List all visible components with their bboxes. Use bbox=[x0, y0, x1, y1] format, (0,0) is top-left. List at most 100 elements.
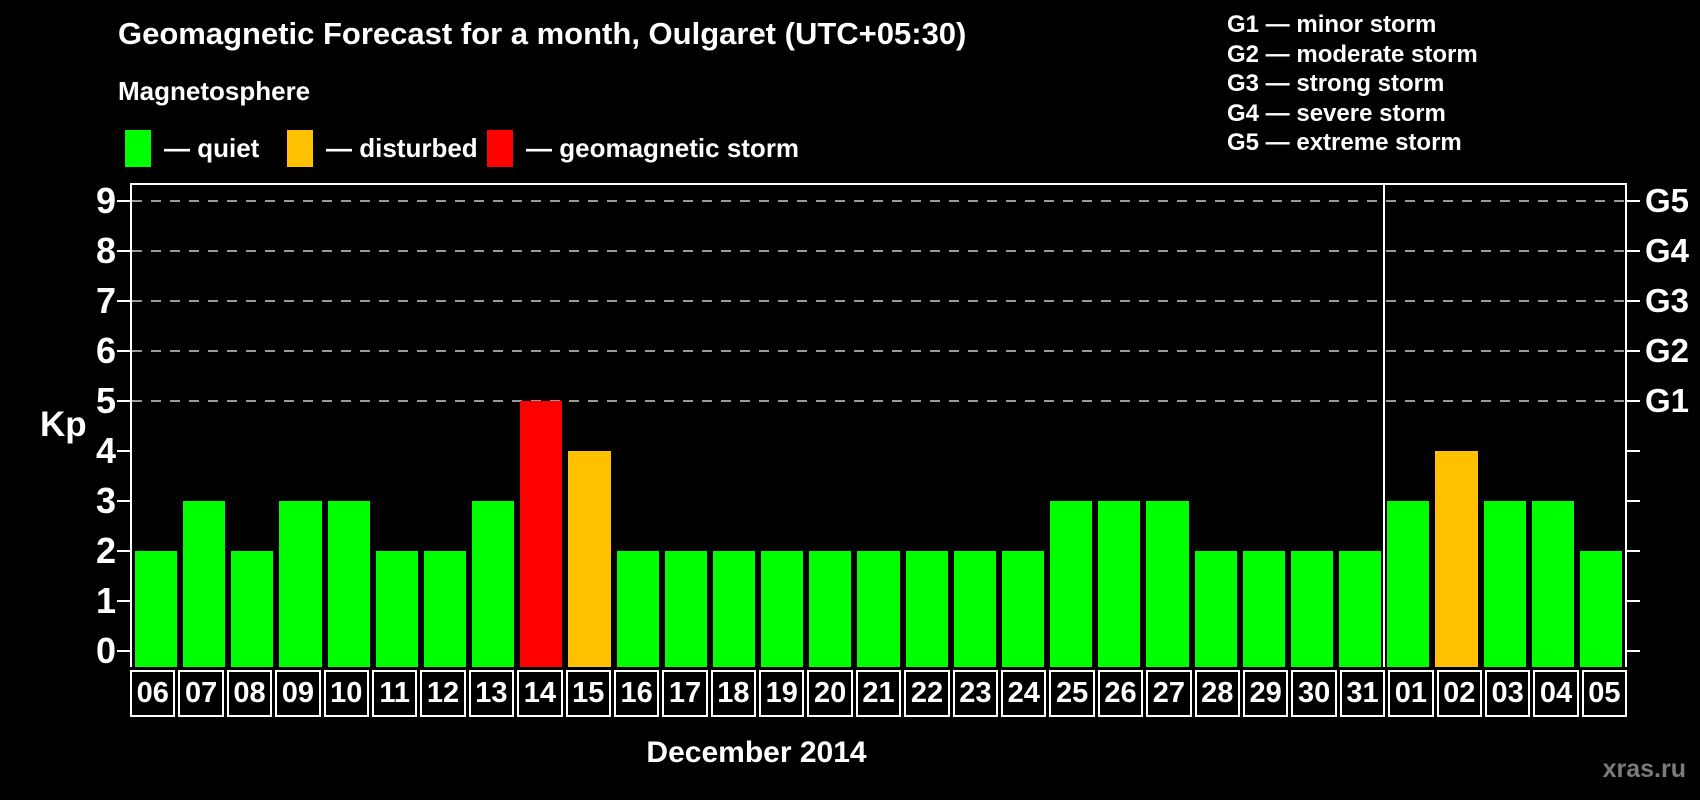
bar-day-29 bbox=[1242, 551, 1285, 667]
date-cell-23: 23 bbox=[952, 670, 999, 717]
x-axis-title: December 2014 bbox=[646, 736, 867, 769]
date-cell-15: 15 bbox=[565, 670, 611, 717]
date-cell-05: 05 bbox=[1581, 670, 1628, 717]
month-separator-line bbox=[1383, 185, 1386, 667]
date-cell-07: 07 bbox=[178, 670, 224, 717]
g-scale-label-g1: G1 bbox=[1645, 382, 1690, 419]
bar-day-28 bbox=[1194, 551, 1237, 667]
date-cell-11: 11 bbox=[371, 670, 418, 717]
left-tick-kp2 bbox=[117, 550, 130, 552]
gridline-kp7 bbox=[132, 300, 1625, 302]
y-tick-label-9: 9 bbox=[95, 180, 116, 221]
date-cell-06: 06 bbox=[130, 670, 176, 717]
date-cell-14: 14 bbox=[517, 670, 563, 717]
plot-area bbox=[117, 183, 1640, 667]
right-tick-kp5 bbox=[1627, 400, 1640, 402]
left-tick-kp7 bbox=[117, 300, 130, 302]
legend-item-label: — geomagnetic storm bbox=[526, 132, 800, 163]
right-tick-kp0 bbox=[1627, 650, 1640, 652]
bar-day-16 bbox=[616, 551, 659, 667]
bar-day-02 bbox=[1435, 451, 1478, 667]
legend-item-label: — disturbed bbox=[326, 132, 478, 163]
bar-day-07 bbox=[183, 501, 226, 667]
bar-day-19 bbox=[761, 551, 804, 667]
y-tick-label-2: 2 bbox=[95, 530, 116, 571]
y-tick-label-4: 4 bbox=[95, 430, 116, 471]
left-tick-kp6 bbox=[117, 350, 130, 352]
bar-day-06 bbox=[135, 551, 178, 667]
gridline-kp8 bbox=[132, 250, 1625, 252]
g-legend-line-g3: G3 — strong storm bbox=[1227, 70, 1445, 98]
date-cell-17: 17 bbox=[662, 670, 708, 717]
date-cell-03: 03 bbox=[1484, 670, 1531, 717]
g-scale-label-g5: G5 bbox=[1645, 182, 1690, 219]
bar-day-18 bbox=[712, 551, 756, 667]
bar-day-27 bbox=[1146, 501, 1189, 667]
bar-day-05 bbox=[1579, 551, 1622, 667]
date-cell-19: 19 bbox=[759, 670, 805, 717]
bar-day-01 bbox=[1387, 501, 1430, 667]
left-tick-kp5 bbox=[117, 400, 130, 402]
right-tick-kp8 bbox=[1627, 250, 1640, 252]
chart-title: Geomagnetic Forecast for a month, Oulgar… bbox=[118, 16, 967, 51]
right-tick-kp3 bbox=[1627, 500, 1640, 502]
bar-day-12 bbox=[423, 551, 467, 667]
legend-item-quiet: — quiet bbox=[125, 128, 259, 168]
date-cell-24: 24 bbox=[1001, 670, 1047, 717]
bar-day-09 bbox=[279, 501, 322, 667]
date-cell-28: 28 bbox=[1194, 670, 1240, 717]
right-tick-kp4 bbox=[1627, 450, 1640, 452]
g-legend-line-g1: G1 — minor storm bbox=[1227, 11, 1437, 38]
y-tick-label-1: 1 bbox=[95, 580, 116, 621]
bar-day-15 bbox=[568, 451, 611, 667]
bar-day-21 bbox=[857, 551, 900, 667]
legend-item-label: — quiet bbox=[164, 132, 260, 163]
right-tick-kp2 bbox=[1627, 550, 1640, 552]
left-tick-kp9 bbox=[117, 200, 130, 202]
storm-color-swatch bbox=[487, 129, 513, 167]
legend-item-storm: — geomagnetic storm bbox=[487, 128, 799, 168]
gridline-kp5 bbox=[132, 400, 1625, 402]
y-tick-label-7: 7 bbox=[95, 280, 116, 321]
date-cell-21: 21 bbox=[855, 670, 902, 717]
bar-day-04 bbox=[1531, 501, 1574, 667]
right-tick-kp9 bbox=[1627, 200, 1640, 202]
bar-day-25 bbox=[1050, 501, 1093, 667]
bar-day-26 bbox=[1098, 501, 1141, 667]
g-legend-line-g5: G5 — extreme storm bbox=[1227, 129, 1462, 157]
y-tick-label-8: 8 bbox=[95, 230, 116, 271]
watermark: xras.ru bbox=[1602, 755, 1686, 783]
g-legend-line-g4: G4 — severe storm bbox=[1227, 99, 1446, 127]
left-tick-kp3 bbox=[117, 500, 130, 502]
y-tick-label-0: 0 bbox=[95, 630, 116, 671]
date-cell-31: 31 bbox=[1339, 670, 1386, 717]
y-tick-label-3: 3 bbox=[95, 480, 116, 521]
bar-day-11 bbox=[375, 551, 418, 667]
date-cell-27: 27 bbox=[1146, 670, 1192, 717]
bar-day-24 bbox=[1001, 551, 1045, 667]
g-scale-label-g4: G4 bbox=[1645, 232, 1690, 269]
date-cell-09: 09 bbox=[275, 670, 321, 717]
bar-day-03 bbox=[1483, 501, 1526, 667]
gridline-kp6 bbox=[132, 350, 1625, 352]
date-cell-12: 12 bbox=[420, 670, 466, 717]
right-tick-kp1 bbox=[1627, 600, 1640, 602]
g-scale-legend: G1 — minor storm G2 — moderate storm G3 … bbox=[1227, 10, 1478, 158]
date-cell-08: 08 bbox=[226, 670, 273, 717]
bar-day-31 bbox=[1339, 551, 1382, 667]
bar-day-20 bbox=[809, 551, 852, 667]
gridline-kp9 bbox=[132, 200, 1625, 202]
bar-day-08 bbox=[231, 551, 274, 667]
date-cell-10: 10 bbox=[323, 670, 369, 717]
date-cell-25: 25 bbox=[1049, 670, 1095, 717]
bar-day-23 bbox=[953, 551, 996, 667]
date-cell-29: 29 bbox=[1242, 670, 1289, 717]
left-tick-kp0 bbox=[117, 650, 130, 652]
g-legend-line-g2: G2 — moderate storm bbox=[1227, 40, 1478, 68]
bar-day-30 bbox=[1290, 551, 1334, 667]
magnetosphere-label: Magnetosphere bbox=[118, 76, 311, 106]
right-tick-kp7 bbox=[1627, 300, 1640, 302]
y-tick-label-6: 6 bbox=[95, 330, 116, 371]
date-cell-26: 26 bbox=[1097, 670, 1144, 717]
g-scale-label-g2: G2 bbox=[1645, 332, 1690, 369]
